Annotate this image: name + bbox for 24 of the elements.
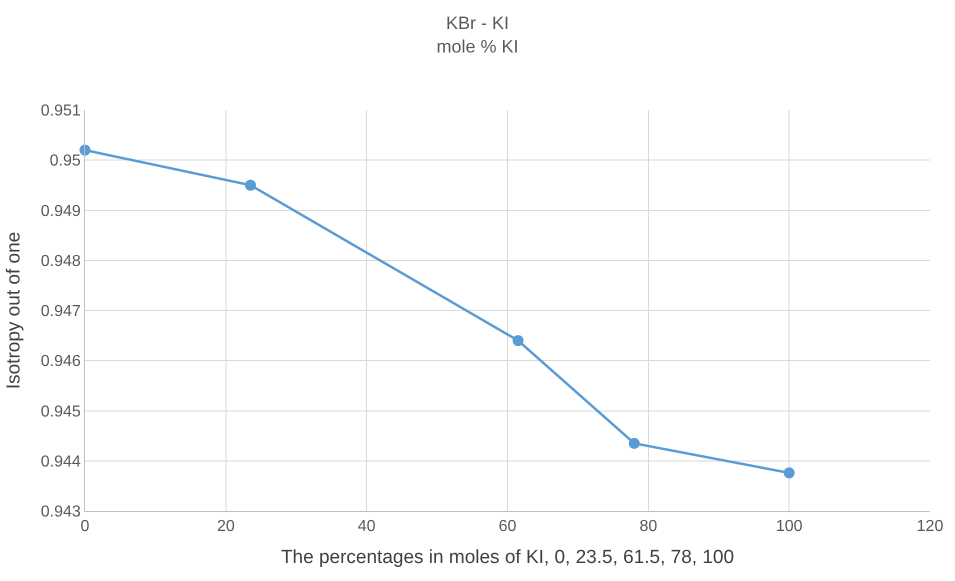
x-tick-label: 120 bbox=[916, 518, 944, 536]
x-tick-label: 40 bbox=[358, 518, 376, 536]
chart-subtitle: mole % KI bbox=[436, 36, 519, 56]
chart-title: KBr - KI bbox=[446, 13, 510, 34]
x-tick-label: 80 bbox=[639, 518, 658, 536]
x-tick-label: 0 bbox=[80, 518, 90, 536]
x-tick-label: 100 bbox=[776, 518, 803, 536]
y-tick-label: 0.951 bbox=[40, 102, 81, 120]
y-axis-title: Isotropy out of one bbox=[4, 232, 25, 390]
x-tick-label: 20 bbox=[216, 518, 235, 536]
y-tick-label: 0.946 bbox=[40, 353, 81, 370]
point bbox=[244, 180, 256, 191]
y-tick-label: 0.949 bbox=[40, 202, 81, 220]
y-tick-label: 0.944 bbox=[40, 453, 81, 470]
y-tick-label: 0.945 bbox=[40, 403, 81, 420]
y-tick-label: 0.948 bbox=[40, 252, 81, 270]
point bbox=[628, 438, 640, 449]
point bbox=[784, 467, 795, 478]
y-tick-label: 0.943 bbox=[40, 504, 81, 521]
y-tick-label: 0.95 bbox=[50, 152, 81, 170]
x-axis-title: The percentages in moles of KI, 0, 23.5, 61.5, 78, 100 bbox=[280, 547, 734, 568]
point bbox=[512, 335, 524, 346]
x-tick-label: 60 bbox=[498, 518, 516, 536]
y-tick-label: 0.947 bbox=[40, 303, 81, 320]
